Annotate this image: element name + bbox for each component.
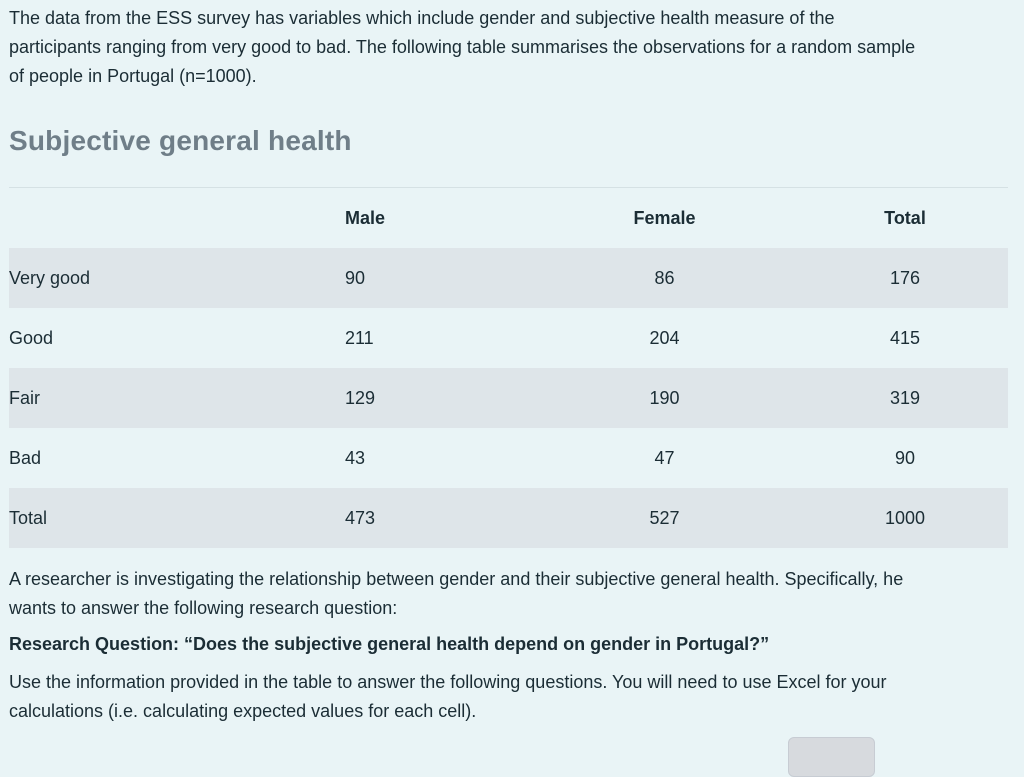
column-header-total: Total xyxy=(884,207,926,228)
partial-button[interactable] xyxy=(788,737,875,777)
cell-female: 204 xyxy=(649,327,680,348)
cell-total: 1000 xyxy=(884,507,926,528)
table-row-fair: Fair 129 190 319 xyxy=(9,368,1008,428)
instructions-line: Use the information provided in the tabl… xyxy=(9,672,887,692)
cell-male: 43 xyxy=(345,447,366,468)
column-header-male: Male xyxy=(345,207,386,228)
page-title: Subjective general health xyxy=(9,125,352,156)
cell-female: 47 xyxy=(654,447,675,468)
instructions-paragraph: Use the information provided in the tabl… xyxy=(9,668,1016,726)
table-row-bad: Bad 43 47 90 xyxy=(9,428,1008,488)
intro-paragraph: The data from the ESS survey has variabl… xyxy=(9,4,1016,91)
column-header-female: Female xyxy=(633,207,696,228)
row-label: Fair xyxy=(9,387,40,408)
researcher-line: A researcher is investigating the relati… xyxy=(9,569,904,589)
table-row-good: Good 211 204 415 xyxy=(9,308,1008,368)
cell-total: 176 xyxy=(889,267,921,288)
intro-line: of people in Portugal (n=1000). xyxy=(9,66,257,86)
cell-male: 473 xyxy=(345,507,376,528)
cell-male: 211 xyxy=(345,327,374,348)
table-row-total: Total 473 527 1000 xyxy=(9,488,1008,548)
cell-total: 90 xyxy=(894,447,916,468)
table-header-row: Male Female Total xyxy=(9,188,1008,249)
cell-male: 129 xyxy=(345,387,376,408)
researcher-paragraph: A researcher is investigating the relati… xyxy=(9,565,1016,623)
row-label: Very good xyxy=(9,267,91,288)
cell-female: 190 xyxy=(649,387,680,408)
intro-line: The data from the ESS survey has variabl… xyxy=(9,8,835,28)
cell-total: 319 xyxy=(889,387,921,408)
cell-male: 90 xyxy=(345,267,366,288)
page-content: The data from the ESS survey has variabl… xyxy=(9,4,1016,726)
subjective-health-table: Male Female Total Very good 90 86 176 Go… xyxy=(9,187,1008,548)
row-label: Good xyxy=(9,327,54,348)
intro-line: participants ranging from very good to b… xyxy=(9,37,916,57)
instructions-line: calculations (i.e. calculating expected … xyxy=(9,701,477,721)
cell-total: 415 xyxy=(889,327,921,348)
row-label: Total xyxy=(9,507,48,528)
researcher-line: wants to answer the following research q… xyxy=(9,598,398,618)
research-question: Research Question: “Does the subjective … xyxy=(9,634,770,654)
cell-female: 527 xyxy=(649,507,680,528)
table-row-very-good: Very good 90 86 176 xyxy=(9,248,1008,308)
row-label: Bad xyxy=(9,447,42,468)
cell-female: 86 xyxy=(654,267,675,288)
column-header-blank xyxy=(9,188,345,249)
